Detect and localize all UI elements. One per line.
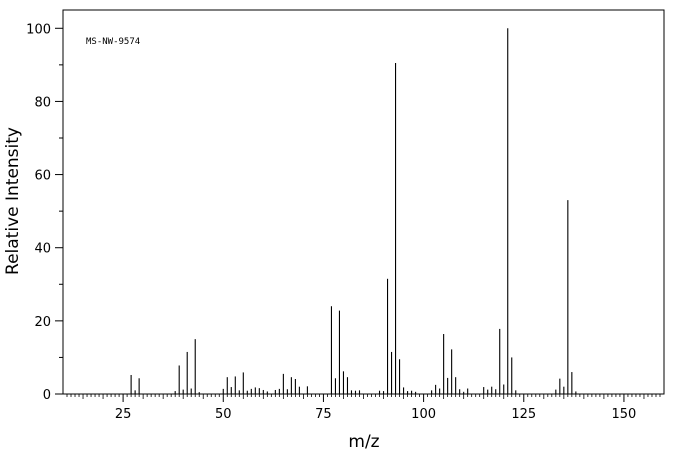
y-axis-ticks: 0 20 40 60 80 100 [26,22,63,403]
spectrum-id-annotation: MS-NW-9574 [86,37,140,47]
y-tick-label-100: 100 [26,22,51,37]
x-minor-ticks [66,394,661,399]
x-tick-label-125: 125 [511,407,536,422]
y-tick-label-0: 0 [43,388,51,403]
x-axis-ticks: 25 50 75 100 125 150 [115,394,637,422]
x-tick-label-100: 100 [411,407,436,422]
y-axis-label: Relative Intensity [3,127,23,275]
plot-frame [62,9,665,395]
y-tick-label-20: 20 [34,315,51,330]
x-axis-label: m/z [348,432,379,452]
y-tick-label-80: 80 [34,95,51,110]
x-tick-label-75: 75 [315,407,332,422]
y-tick-label-60: 60 [34,169,51,184]
x-tick-label-150: 150 [612,407,637,422]
peaks-group [130,28,577,394]
y-tick-label-40: 40 [34,242,51,257]
x-tick-label-25: 25 [115,407,132,422]
x-tick-label-50: 50 [215,407,232,422]
